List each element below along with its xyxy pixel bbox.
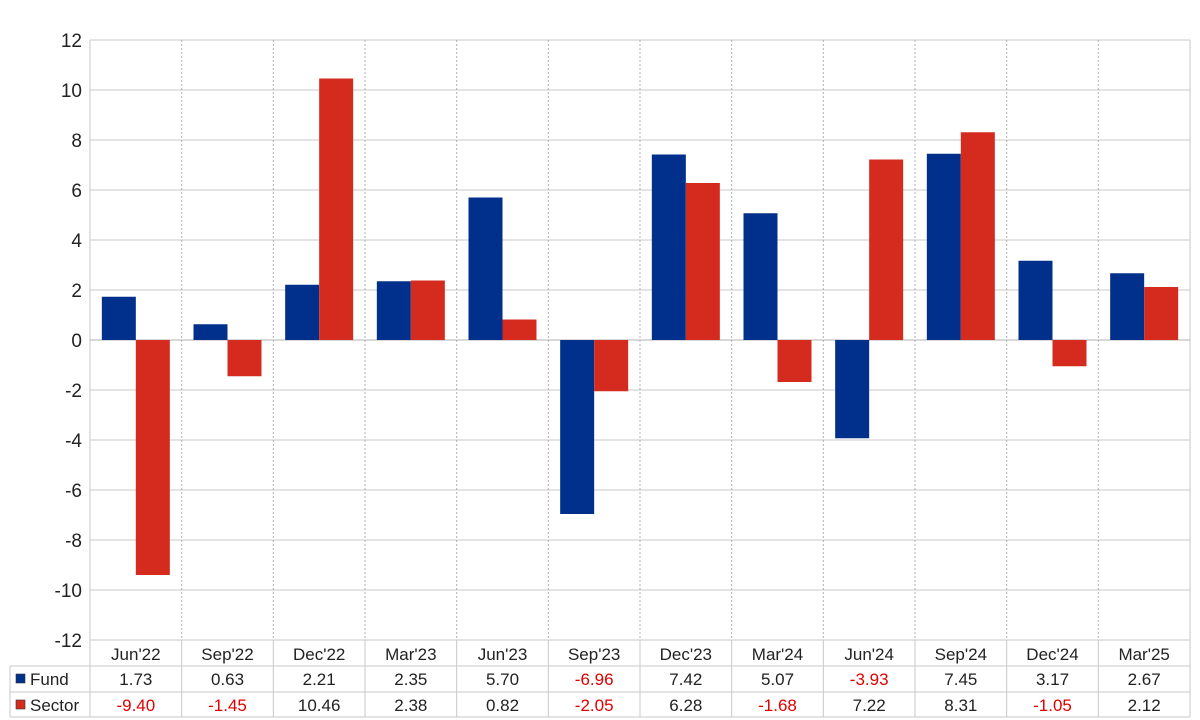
data-label-fund: 2.67 <box>1128 670 1161 689</box>
x-tick-label: Jun'24 <box>844 645 894 664</box>
bar-fund <box>560 340 595 514</box>
bar-fund <box>1110 273 1145 340</box>
x-tick-label: Sep'23 <box>568 645 620 664</box>
data-label-fund: 7.45 <box>944 670 977 689</box>
data-label-sector: 2.38 <box>394 696 427 715</box>
data-label-fund: -3.93 <box>850 670 889 689</box>
x-tick-label: Dec'23 <box>660 645 712 664</box>
bar-sector <box>960 132 995 340</box>
bar-sector <box>869 159 904 340</box>
x-tick-label: Mar'25 <box>1118 645 1169 664</box>
bar-fund <box>193 324 228 340</box>
x-tick-label: Mar'24 <box>752 645 803 664</box>
bar-sector <box>594 340 629 392</box>
data-table: Fund 1.73 0.63 2.21 2.35 5.70 -6.96 7.42 5.07 -3.… <box>9 639 1191 718</box>
data-label-fund: -6.96 <box>575 670 614 689</box>
x-tick-label: Jun'23 <box>478 645 528 664</box>
data-label-fund: 1.73 <box>119 670 152 689</box>
data-label-sector: -2.05 <box>575 696 614 715</box>
bar-fund <box>101 296 136 340</box>
data-label-sector: -1.45 <box>208 696 247 715</box>
y-tick-label: 12 <box>61 31 82 52</box>
y-tick-label: 2 <box>71 281 82 302</box>
data-label-fund: 7.42 <box>669 670 702 689</box>
data-label-fund: 2.35 <box>394 670 427 689</box>
data-label-sector: 7.22 <box>853 696 886 715</box>
legend-swatch-fund <box>15 673 26 684</box>
bar-fund <box>1018 260 1053 340</box>
y-tick-label: 0 <box>71 331 82 352</box>
y-tick-label: -12 <box>55 631 82 652</box>
y-tick-label: -6 <box>65 481 82 502</box>
bar-sector <box>777 340 812 382</box>
data-label-fund: 3.17 <box>1036 670 1069 689</box>
y-tick-label: 10 <box>61 81 82 102</box>
x-tick-label: Sep'24 <box>935 645 987 664</box>
bar-fund <box>376 281 411 340</box>
bar-sector <box>685 183 720 340</box>
bar-fund <box>926 153 961 340</box>
data-label-fund: 0.63 <box>211 670 244 689</box>
data-label-fund: 5.70 <box>486 670 519 689</box>
data-label-sector: 6.28 <box>669 696 702 715</box>
x-tick-label: Dec'24 <box>1026 645 1078 664</box>
y-tick-label: -10 <box>55 581 82 602</box>
x-tick-label: Sep'22 <box>201 645 253 664</box>
bar-fund <box>651 154 686 340</box>
x-axis: Jun'22 Sep'22 Dec'22 Mar'23 Jun'23 Sep'23 Dec'… <box>111 645 1170 664</box>
data-label-sector: 10.46 <box>298 696 341 715</box>
y-tick-label: -2 <box>65 381 82 402</box>
x-tick-label: Dec'22 <box>293 645 345 664</box>
bar-sector <box>410 280 445 340</box>
bar-sector <box>502 319 537 340</box>
x-tick-label: Mar'23 <box>385 645 436 664</box>
y-tick-label: -8 <box>65 531 82 552</box>
legend-label-fund: Fund <box>30 670 69 689</box>
data-label-fund: 5.07 <box>761 670 794 689</box>
bars-layer <box>101 78 1179 575</box>
bar-sector <box>319 78 354 340</box>
data-label-sector: 2.12 <box>1128 696 1161 715</box>
data-label-sector: -9.40 <box>116 696 155 715</box>
bar-fund <box>835 340 870 439</box>
y-tick-label: -4 <box>65 431 82 452</box>
data-label-sector: 0.82 <box>486 696 519 715</box>
legend-swatch-sector <box>15 699 26 710</box>
bar-sector <box>1052 340 1087 367</box>
data-label-fund: 2.21 <box>303 670 336 689</box>
bar-fund <box>285 284 320 340</box>
y-tick-label: 6 <box>71 181 82 202</box>
y-axis: 12 10 8 6 4 2 0 -2 -4 -6 -8 -10 -12 <box>55 31 83 652</box>
y-tick-label: 4 <box>71 231 82 252</box>
y-tick-label: 8 <box>71 131 82 152</box>
data-label-sector: -1.68 <box>758 696 797 715</box>
legend-label-sector: Sector <box>30 696 79 715</box>
x-tick-label: Jun'22 <box>111 645 161 664</box>
bar-sector <box>227 340 262 377</box>
data-label-sector: -1.05 <box>1033 696 1072 715</box>
bar-sector <box>135 340 170 575</box>
data-label-sector: 8.31 <box>944 696 977 715</box>
bar-fund <box>468 197 503 340</box>
bar-fund <box>743 213 778 340</box>
bar-sector <box>1144 287 1179 340</box>
